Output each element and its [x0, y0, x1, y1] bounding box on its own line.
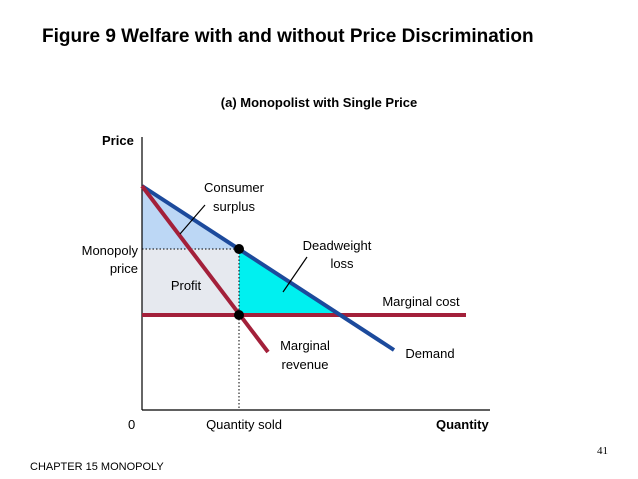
demand-label: Demand: [405, 346, 454, 361]
consumer-surplus-label-line2: surplus: [213, 199, 255, 214]
marginal-revenue-curve: [140, 184, 270, 354]
marginal-revenue-label-line2: revenue: [282, 357, 329, 372]
marginal-revenue-label-line1: Marginal: [280, 338, 330, 353]
monopoly-price-label-line2: price: [110, 261, 138, 276]
figure-title: Figure 9 Welfare with and without Price …: [42, 26, 534, 47]
marginal-cost-label: Marginal cost: [382, 294, 460, 309]
consumer-surplus-leader: [179, 204, 206, 235]
chapter-footer: CHAPTER 15 MONOPOLY: [30, 461, 164, 473]
x-axis-label: Quantity: [436, 417, 489, 432]
mr-mc-intersection-point: [234, 310, 244, 320]
deadweight-loss-leader: [282, 256, 308, 293]
profit-area: [142, 249, 239, 315]
demand-curve: [140, 184, 396, 352]
quantity-sold-label: Quantity sold: [206, 417, 282, 432]
deadweight-loss-label-line2: loss: [330, 256, 354, 271]
monopoly-price-label-line1: Monopoly: [82, 243, 139, 258]
y-axis-label: Price: [102, 133, 134, 148]
monopoly-point: [234, 244, 244, 254]
profit-label: Profit: [171, 278, 202, 293]
origin-label: 0: [128, 417, 135, 432]
consumer-surplus-label-line1: Consumer: [204, 180, 265, 195]
page-number: 41: [597, 445, 608, 457]
panel-subtitle: (a) Monopolist with Single Price: [220, 95, 418, 110]
deadweight-loss-label-line1: Deadweight: [303, 238, 372, 253]
